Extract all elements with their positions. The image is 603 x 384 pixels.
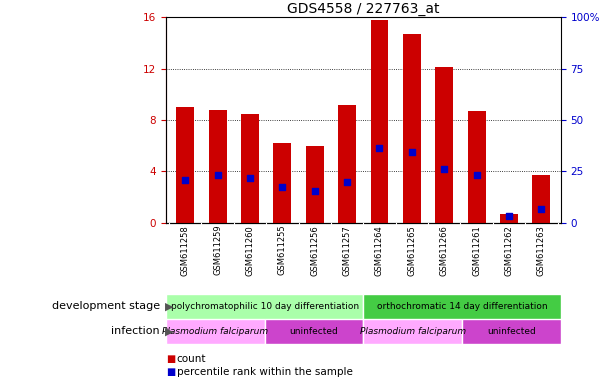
Bar xyxy=(241,114,259,223)
Bar xyxy=(363,319,462,344)
Text: development stage: development stage xyxy=(52,301,160,311)
Bar xyxy=(274,143,291,223)
Text: GSM611255: GSM611255 xyxy=(278,225,287,275)
Text: ■: ■ xyxy=(166,367,175,377)
Title: GDS4558 / 227763_at: GDS4558 / 227763_at xyxy=(287,2,440,16)
Bar xyxy=(462,319,561,344)
Text: Plasmodium falciparum: Plasmodium falciparum xyxy=(359,327,466,336)
Text: GSM611258: GSM611258 xyxy=(181,225,190,276)
Bar xyxy=(209,110,227,223)
Point xyxy=(407,149,417,155)
Point xyxy=(180,177,190,184)
Text: GSM611257: GSM611257 xyxy=(343,225,352,276)
Text: GSM611261: GSM611261 xyxy=(472,225,481,276)
Point xyxy=(277,184,287,190)
Bar xyxy=(176,107,194,223)
Point xyxy=(343,179,352,185)
Bar xyxy=(338,104,356,223)
Text: uninfected: uninfected xyxy=(487,327,536,336)
Text: GSM611264: GSM611264 xyxy=(375,225,384,276)
Text: GSM611260: GSM611260 xyxy=(245,225,254,276)
Text: GSM611256: GSM611256 xyxy=(311,225,319,276)
Text: count: count xyxy=(177,354,206,364)
Text: GSM611266: GSM611266 xyxy=(440,225,449,276)
Bar xyxy=(166,294,363,319)
Point xyxy=(213,172,223,178)
Text: polychromatophilic 10 day differentiation: polychromatophilic 10 day differentiatio… xyxy=(171,302,359,311)
Text: ■: ■ xyxy=(166,354,175,364)
Bar xyxy=(363,294,561,319)
Bar xyxy=(306,146,324,223)
Bar xyxy=(435,67,453,223)
Text: Plasmodium falciparum: Plasmodium falciparum xyxy=(162,327,268,336)
Bar xyxy=(500,214,518,223)
Text: uninfected: uninfected xyxy=(289,327,338,336)
Text: GSM611259: GSM611259 xyxy=(213,225,222,275)
Bar xyxy=(532,175,551,223)
Text: orthochromatic 14 day differentiation: orthochromatic 14 day differentiation xyxy=(377,302,548,311)
Text: ▶: ▶ xyxy=(165,301,173,311)
Text: GSM611263: GSM611263 xyxy=(537,225,546,276)
Bar xyxy=(265,319,363,344)
Bar xyxy=(166,319,265,344)
Bar xyxy=(468,111,485,223)
Point xyxy=(472,172,481,178)
Text: percentile rank within the sample: percentile rank within the sample xyxy=(177,367,353,377)
Text: GSM611262: GSM611262 xyxy=(505,225,514,276)
Point xyxy=(440,166,449,172)
Text: infection: infection xyxy=(111,326,160,336)
Point xyxy=(245,175,255,181)
Text: GSM611265: GSM611265 xyxy=(408,225,416,276)
Point xyxy=(374,145,384,151)
Bar xyxy=(371,20,388,223)
Point xyxy=(504,213,514,219)
Bar xyxy=(403,34,421,223)
Point xyxy=(537,205,546,212)
Point xyxy=(310,187,320,194)
Text: ▶: ▶ xyxy=(165,326,173,336)
